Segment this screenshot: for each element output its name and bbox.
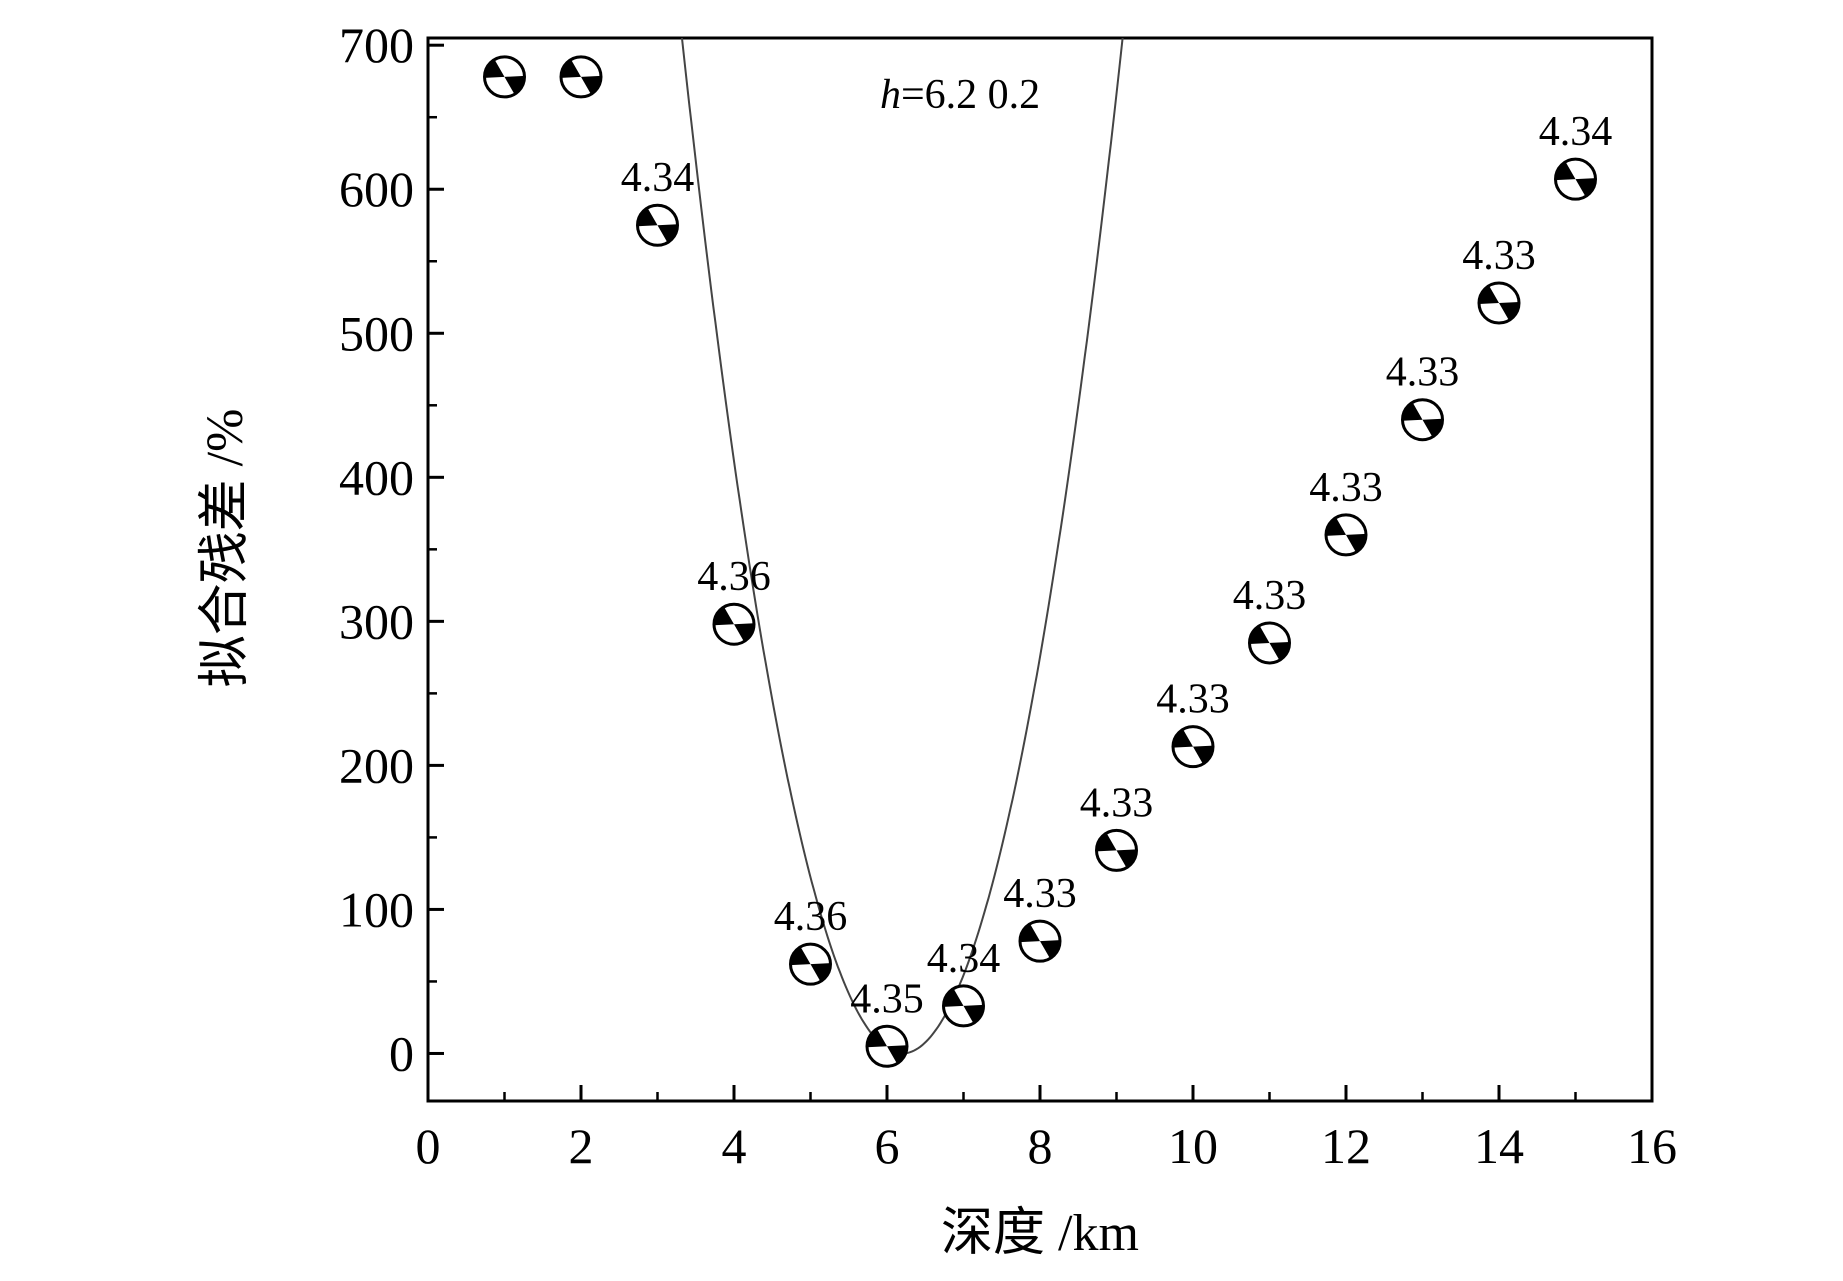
beachball-marker [1477, 281, 1521, 325]
beachball-compression [866, 1028, 887, 1048]
magnitude-label: 4.33 [1080, 780, 1154, 826]
magnitude-label: 4.36 [774, 894, 848, 940]
beachball-compression [504, 75, 525, 95]
beachball-compression [810, 963, 831, 982]
y-axis-title: 拟合残差 /% [197, 409, 254, 688]
beachball-compression [887, 1045, 908, 1064]
x-tick-label: 4 [722, 1118, 747, 1174]
annotation-italic: h [880, 72, 901, 118]
beachball-compression [484, 59, 505, 78]
beachball-compression [1249, 625, 1270, 644]
magnitude-label: 4.33 [1003, 871, 1077, 917]
beachball-compression [1575, 178, 1596, 197]
y-tick-label: 0 [389, 1025, 414, 1081]
beachball-compression [963, 1004, 984, 1024]
beachball-compression [1116, 849, 1137, 868]
beachball-compression [1346, 533, 1367, 553]
y-tick-label: 300 [339, 593, 414, 649]
beachball-compression [560, 59, 581, 78]
beachball-compression [1499, 302, 1520, 321]
x-tick-label: 8 [1028, 1118, 1053, 1174]
beachball-compression [943, 988, 964, 1007]
x-tick-label: 0 [416, 1118, 441, 1174]
x-axis-title: 深度 /km [941, 1205, 1139, 1262]
beachball-marker [559, 55, 603, 99]
beachball-compression [1193, 745, 1214, 765]
magnitude-label: 4.36 [697, 554, 771, 600]
magnitude-label: 4.33 [1233, 573, 1307, 619]
y-tick-label: 400 [339, 449, 414, 505]
beachball-marker [712, 602, 756, 646]
beachball-compression [1478, 285, 1499, 305]
beachball-compression [1040, 940, 1061, 959]
beachball-compression [1422, 418, 1443, 438]
magnitude-label: 4.34 [1539, 109, 1613, 155]
beachball-marker [942, 984, 985, 1028]
beachball-compression [1555, 161, 1576, 181]
beachball-marker [1324, 513, 1368, 557]
axes-layer: 0 2 4 6 8 10 12 14 16 0 100 200 300 400 500 600 700 [339, 17, 1677, 1174]
magnitude-label: 4.33 [1462, 233, 1536, 279]
x-tick-label: 2 [569, 1118, 594, 1174]
beachball-compression [790, 946, 811, 966]
magnitude-label: 4.33 [1386, 350, 1460, 396]
beachball-compression [1269, 641, 1290, 661]
annotation-text: h=6.2 0.2 [880, 72, 1040, 118]
beachball-compression [657, 224, 678, 243]
magnitude-label: 4.34 [927, 936, 1001, 982]
magnitude-label: 4.33 [1156, 677, 1230, 723]
x-tick-label: 12 [1321, 1118, 1371, 1174]
x-tick-label: 16 [1627, 1118, 1677, 1174]
beachball-marker [483, 55, 526, 99]
y-tick-label: 500 [339, 305, 414, 361]
beachball-compression [734, 623, 755, 642]
x-tick-label: 6 [875, 1118, 900, 1174]
beachball-marker [636, 203, 679, 247]
beachball-marker [1248, 621, 1291, 665]
beachball-marker [1018, 919, 1062, 963]
y-tick-label: 700 [339, 17, 414, 73]
x-tick-label: 10 [1168, 1118, 1218, 1174]
beachball-compression [637, 207, 658, 227]
beachball-compression [713, 606, 734, 626]
magnitude-label: 4.33 [1309, 465, 1383, 511]
beachball-marker [1171, 725, 1215, 769]
points-layer: 4.344.364.364.354.344.334.334.334.334.33… [483, 55, 1613, 1068]
beachball-marker [865, 1024, 909, 1068]
beachball-compression [1096, 832, 1117, 852]
beachball-compression [581, 75, 602, 95]
beachball-marker [1401, 398, 1444, 442]
annotation-value: =6.2 0.2 [901, 72, 1040, 118]
magnitude-label: 4.35 [850, 976, 924, 1022]
beachball-compression [1325, 517, 1346, 536]
magnitude-label: 4.34 [621, 155, 695, 201]
beachball-marker [1095, 828, 1138, 872]
y-tick-label: 100 [339, 881, 414, 937]
x-tick-label: 14 [1474, 1118, 1524, 1174]
beachball-compression [1172, 729, 1193, 748]
beachball-marker [789, 942, 832, 986]
beachball-compression [1019, 923, 1040, 943]
y-tick-label: 200 [339, 737, 414, 793]
beachball-compression [1402, 402, 1423, 421]
beachball-marker [1554, 157, 1597, 201]
y-tick-label: 600 [339, 161, 414, 217]
